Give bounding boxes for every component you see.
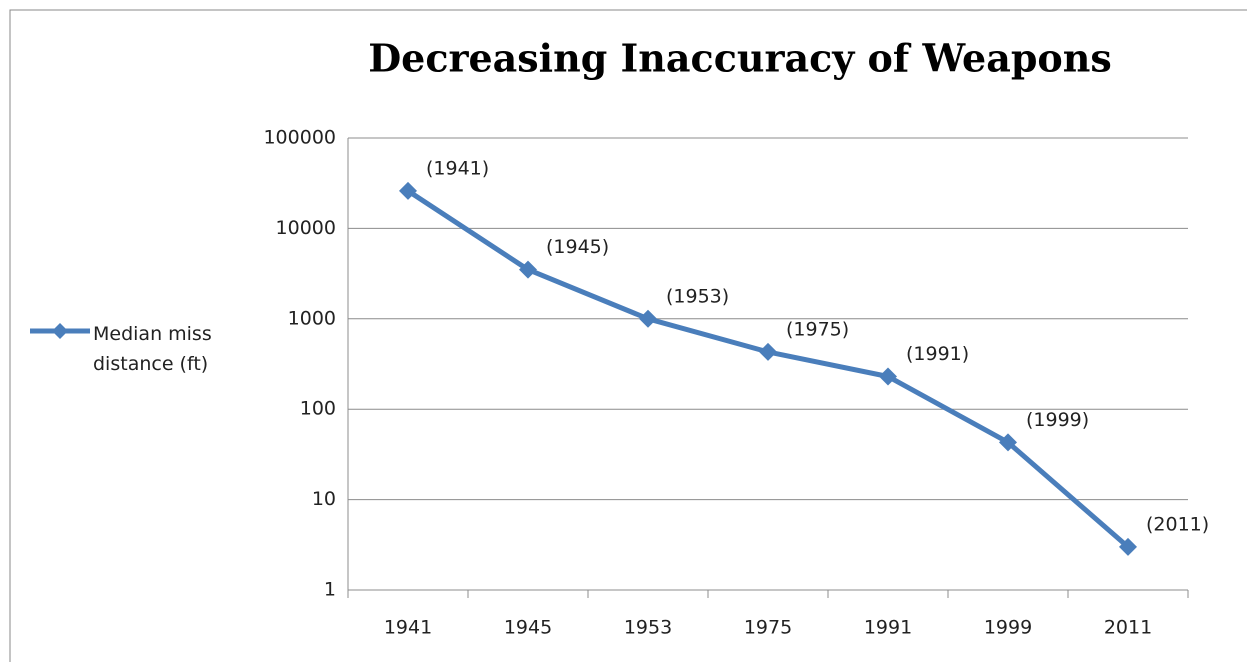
y-tick-label: 1000 xyxy=(288,307,336,329)
x-tick-label: 1991 xyxy=(864,617,912,639)
point-label: (2011) xyxy=(1146,513,1209,535)
marker xyxy=(399,181,417,200)
y-tick-label: 10 xyxy=(312,488,336,510)
y-tick-label: 1 xyxy=(324,579,336,601)
x-tick-label: 1975 xyxy=(744,617,792,639)
marker xyxy=(519,260,537,279)
legend-label: Median miss distance (ft) xyxy=(93,323,212,375)
point-label: (1941) xyxy=(426,157,489,179)
y-tick-label: 10000 xyxy=(276,217,336,239)
point-label: (1999) xyxy=(1026,409,1089,431)
legend-marker xyxy=(52,323,68,339)
x-tick-label: 1941 xyxy=(384,617,432,639)
chart-frame xyxy=(9,9,1247,662)
point-label: (1945) xyxy=(546,236,609,258)
point-label: (1975) xyxy=(786,318,849,340)
point-label: (1991) xyxy=(906,343,969,365)
x-tick-label: 1999 xyxy=(984,617,1032,639)
y-tick-label: 100000 xyxy=(263,127,336,149)
marker xyxy=(999,433,1017,452)
marker xyxy=(1119,537,1137,556)
y-tick-label: 100 xyxy=(300,398,336,420)
x-tick-label: 1945 xyxy=(504,617,552,639)
marker xyxy=(639,309,657,328)
marker xyxy=(879,367,897,386)
marker xyxy=(759,342,777,361)
chart-title: Decreasing Inaccuracy of Weapons xyxy=(368,36,1112,81)
x-tick-label: 2011 xyxy=(1104,617,1152,639)
x-tick-label: 1953 xyxy=(624,617,672,639)
point-label: (1953) xyxy=(666,285,729,307)
